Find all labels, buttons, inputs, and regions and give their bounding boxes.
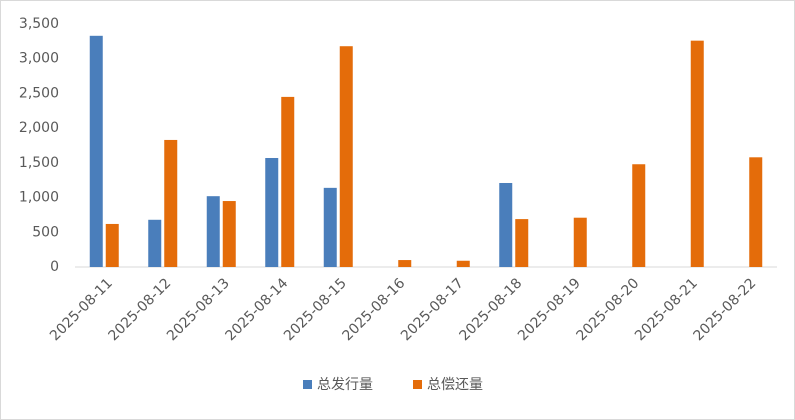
- bar: [339, 46, 353, 267]
- bar: [499, 182, 513, 267]
- bar: [148, 219, 162, 267]
- y-tick-label: 1,000: [19, 190, 59, 206]
- y-tick-label: 2,500: [19, 85, 59, 101]
- bar: [398, 260, 412, 267]
- bar: [515, 219, 529, 267]
- y-tick-label: 500: [32, 224, 59, 240]
- bar: [164, 139, 178, 267]
- bar: [222, 201, 236, 267]
- bar: [105, 223, 119, 267]
- bar: [281, 96, 295, 268]
- legend-swatch: [303, 380, 312, 389]
- bar: [632, 164, 646, 267]
- bar: [206, 196, 220, 267]
- bar: [323, 187, 337, 267]
- y-tick-label: 3,500: [19, 16, 59, 32]
- bar: [265, 157, 279, 267]
- y-tick-label: 0: [50, 259, 59, 275]
- bar: [89, 35, 103, 267]
- bar: [573, 217, 587, 267]
- legend-label: 总发行量: [317, 377, 373, 393]
- legend-label: 总偿还量: [427, 377, 483, 393]
- bar: [690, 40, 704, 267]
- y-tick-label: 3,000: [19, 51, 59, 67]
- bar: [456, 260, 470, 267]
- y-tick-label: 1,500: [19, 155, 59, 171]
- y-tick-label: 2,000: [19, 120, 59, 136]
- bar: [749, 157, 763, 267]
- legend-swatch: [413, 380, 422, 389]
